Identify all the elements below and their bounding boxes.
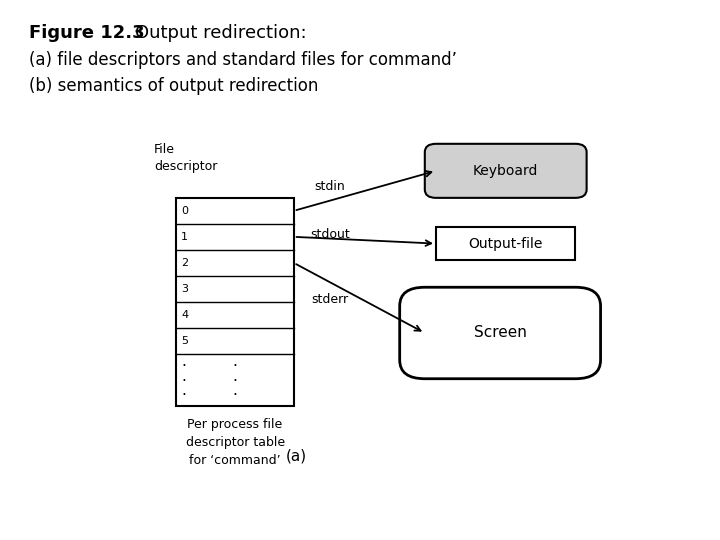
Text: Figure 12.3: Figure 12.3 (29, 24, 145, 42)
Text: File
descriptor: File descriptor (154, 143, 217, 173)
Text: .: . (181, 354, 186, 369)
Text: Keyboard: Keyboard (473, 164, 539, 178)
Text: 5: 5 (181, 336, 188, 346)
Text: 1: 1 (181, 232, 188, 242)
Text: 3: 3 (181, 284, 188, 294)
Text: 0: 0 (181, 206, 188, 216)
Text: Output-file: Output-file (469, 237, 543, 251)
Text: stdin: stdin (315, 180, 346, 193)
Bar (176, 198, 294, 406)
Text: Output redirection:: Output redirection: (135, 24, 307, 42)
Text: .: . (181, 383, 186, 399)
FancyBboxPatch shape (425, 144, 587, 198)
Text: Screen: Screen (474, 326, 526, 341)
Text: .: . (233, 354, 238, 369)
Text: 4: 4 (181, 310, 188, 320)
Text: .: . (233, 383, 238, 399)
Text: (b) semantics of output redirection: (b) semantics of output redirection (29, 77, 318, 94)
Text: (a): (a) (286, 449, 307, 464)
Bar (436, 227, 575, 260)
Text: (a) file descriptors and standard files for command’: (a) file descriptors and standard files … (29, 51, 456, 69)
Text: Per process file
descriptor table
for ‘command’: Per process file descriptor table for ‘c… (186, 418, 284, 467)
Text: .: . (233, 369, 238, 383)
Text: .: . (181, 369, 186, 383)
FancyBboxPatch shape (400, 287, 600, 379)
Text: 2: 2 (181, 258, 188, 268)
Text: stderr: stderr (311, 293, 348, 307)
Text: stdout: stdout (310, 228, 350, 241)
